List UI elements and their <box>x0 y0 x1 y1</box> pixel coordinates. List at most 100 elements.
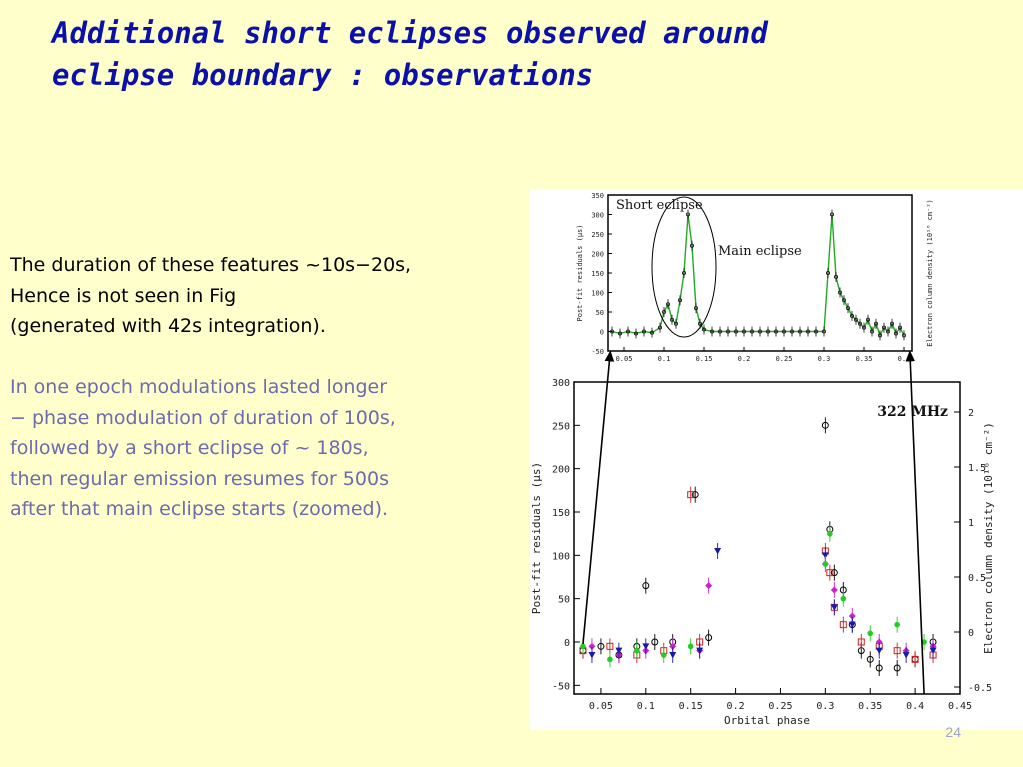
inset-point <box>841 298 846 303</box>
inset-point <box>881 325 886 330</box>
inset-point <box>685 212 690 217</box>
data-point <box>830 604 838 611</box>
main-xlabel: Orbital phase <box>724 714 810 727</box>
inset-point <box>669 317 674 322</box>
inset-xtick-label: 0.15 <box>696 355 713 363</box>
inset-point <box>821 329 826 334</box>
data-point <box>606 642 614 650</box>
inset-xtick-label: 0.35 <box>856 355 873 363</box>
title-line: eclipse boundary : observations <box>52 58 594 92</box>
data-point <box>642 643 650 650</box>
inset-point <box>781 329 786 334</box>
main-ytick-label: 50 <box>558 595 570 606</box>
main-y2tick-label: 1 <box>968 518 974 529</box>
main-eclipse-label: Main eclipse <box>718 244 802 259</box>
main-ytick-label: 0 <box>564 638 570 649</box>
paragraph-line: after that main eclipse starts (zoomed). <box>10 498 389 520</box>
inset-xtick-label: 0.1 <box>658 355 671 363</box>
inset-point <box>825 271 830 276</box>
series-filled-circle <box>580 525 927 668</box>
main-y2tick-label: 0 <box>968 628 974 639</box>
paragraph-line: then regular emission resumes for 500s <box>10 467 389 490</box>
inset-point <box>717 329 722 334</box>
main-ytick-label: 200 <box>552 465 570 476</box>
main-xtick-label: 0.3 <box>816 701 834 712</box>
data-point <box>687 643 694 650</box>
inset-point <box>889 321 894 326</box>
inset-ylabel: Post-fit residuals (μs) <box>576 225 584 322</box>
inset-ytick-label: -50 <box>591 348 604 356</box>
inset-point <box>797 329 802 334</box>
data-point <box>669 652 677 659</box>
inset-point <box>697 321 702 326</box>
inset-point <box>873 321 878 326</box>
inset-xtick-label: 0.3 <box>818 355 831 363</box>
data-point <box>660 652 667 658</box>
inset-point <box>805 329 810 334</box>
paragraph-duration: The duration of these features ~10s−20s,… <box>10 250 530 342</box>
main-ytick-label: 300 <box>552 378 570 389</box>
data-point <box>866 655 874 663</box>
inset-point <box>893 331 898 336</box>
data-point <box>875 664 883 672</box>
main-xtick-label: 0.35 <box>858 701 882 712</box>
main-y2tick-label: 1.5 <box>968 463 986 474</box>
data-point <box>929 647 937 655</box>
data-point <box>705 634 713 642</box>
data-point <box>848 612 856 620</box>
inset-y2label: Electron column density (10¹⁶ cm⁻²) <box>926 199 934 347</box>
data-point <box>588 642 596 650</box>
inset-point <box>877 333 882 338</box>
paragraph-line: followed by a short eclipse of ~ 180s, <box>10 437 369 459</box>
inset-ytick-label: 250 <box>591 231 604 239</box>
data-point <box>840 595 847 602</box>
main-xtick-label: 0.45 <box>948 701 972 712</box>
page-number: 24 <box>945 724 961 740</box>
inset-point <box>757 329 762 334</box>
inset-point <box>865 317 870 322</box>
inset-point <box>853 317 858 322</box>
paragraph-line: − phase modulation of duration of 100s, <box>10 406 396 429</box>
main-xtick-label: 0.2 <box>727 701 745 712</box>
zoom-arrow-left <box>582 350 615 645</box>
inset-point <box>773 329 778 334</box>
inset-point <box>861 325 866 330</box>
inset-xtick-label: 0.2 <box>738 355 751 363</box>
main-xtick-label: 0.05 <box>589 701 613 712</box>
main-ytick-label: 100 <box>552 551 570 562</box>
data-point <box>857 638 865 646</box>
inset-point <box>849 313 854 318</box>
data-point <box>830 586 838 594</box>
data-point <box>821 552 829 559</box>
inset-point <box>650 330 655 335</box>
data-point <box>822 561 829 567</box>
data-point <box>615 647 623 655</box>
short-eclipse-ellipse <box>651 196 717 338</box>
data-point <box>642 582 650 590</box>
data-point <box>588 652 596 659</box>
series-filled-triangle <box>588 543 937 663</box>
main-y2tick-label: 2 <box>968 408 974 419</box>
inset-ytick-label: 150 <box>591 270 604 278</box>
main-y2tick-label: -0.5 <box>968 683 992 694</box>
inset-point <box>610 329 615 334</box>
data-point <box>651 638 659 646</box>
inset-point <box>845 306 850 311</box>
inset-point <box>857 321 862 326</box>
data-point <box>893 647 901 655</box>
inset-ytick-label: 200 <box>591 251 604 259</box>
data-point <box>839 621 847 629</box>
paragraph-epoch: In one epoch modulations lasted longer −… <box>10 372 530 525</box>
main-ytick-label: -50 <box>552 681 570 692</box>
data-point <box>696 647 704 655</box>
inset-point <box>665 302 670 307</box>
inset-point <box>681 271 686 276</box>
data-point <box>607 656 613 663</box>
inset-point <box>701 327 706 332</box>
inset-ytick-label: 50 <box>596 309 604 317</box>
data-point <box>691 491 699 499</box>
main-xtick-label: 0.1 <box>637 701 655 712</box>
paragraph-line: In one epoch modulations lasted longer <box>10 376 388 398</box>
data-point <box>669 642 677 650</box>
